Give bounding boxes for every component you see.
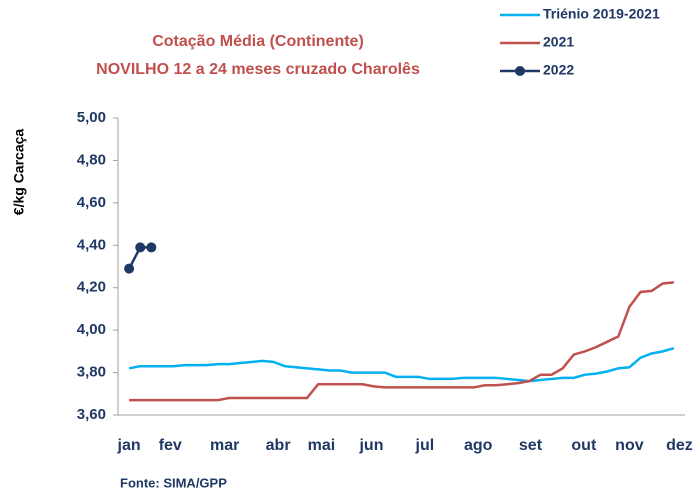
- y-tick-label: 4,00: [77, 321, 106, 338]
- y-tick-label: 4,80: [77, 151, 106, 168]
- source-note: Fonte: SIMA/GPP: [120, 475, 227, 490]
- x-tick-label: out: [571, 437, 597, 454]
- x-tick-label: abr: [266, 437, 291, 454]
- legend-label: Triénio 2019-2021: [543, 6, 660, 22]
- series-line: [128, 346, 675, 383]
- chart-subtitle: NOVILHO 12 a 24 meses cruzado Charolês: [96, 61, 420, 78]
- x-tick-label: nov: [615, 437, 644, 454]
- x-tick-label: fev: [159, 437, 182, 454]
- series-marker: [135, 242, 146, 253]
- chart-title: Cotação Média (Continente): [152, 33, 364, 50]
- x-tick-label: dez: [666, 437, 693, 454]
- y-tick-label: 3,60: [77, 406, 106, 423]
- x-tick-label: mai: [308, 437, 336, 454]
- series-line: [129, 281, 675, 402]
- x-tick-label: jan: [117, 437, 141, 454]
- y-axis-title: €/kg Carcaça: [11, 129, 27, 216]
- legend-label: 2022: [543, 62, 574, 78]
- y-tick-label: 4,60: [77, 194, 106, 211]
- y-tick-label: 5,00: [77, 109, 106, 126]
- x-tick-label: jul: [415, 437, 435, 454]
- y-tick-label: 4,40: [77, 236, 106, 253]
- series-marker: [146, 242, 157, 253]
- x-tick-label: set: [519, 437, 543, 454]
- x-tick-label: ago: [464, 437, 493, 454]
- y-tick-label: 4,20: [77, 279, 106, 296]
- series-marker: [124, 263, 135, 274]
- x-tick-label: mar: [210, 437, 239, 454]
- legend-label: 2021: [543, 34, 574, 50]
- y-tick-label: 3,80: [77, 364, 106, 381]
- x-tick-label: jun: [358, 437, 383, 454]
- legend-marker: [515, 66, 525, 76]
